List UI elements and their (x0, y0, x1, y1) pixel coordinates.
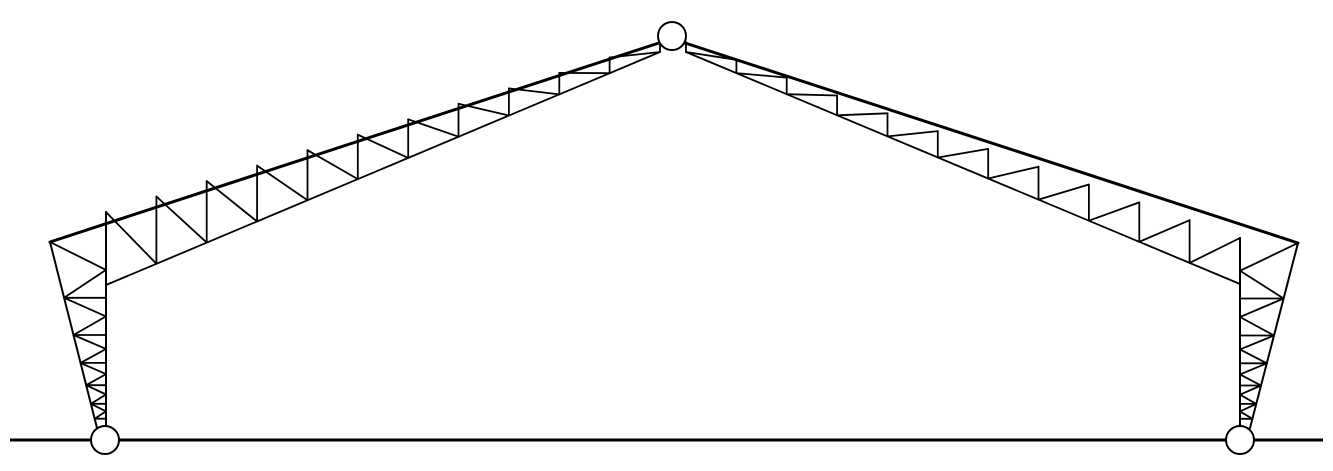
left-rafter-diagonal (306, 149, 359, 181)
right-column-diagonal (1239, 362, 1268, 376)
left-column-diagonal (79, 361, 107, 376)
right-column-diagonal (1239, 242, 1299, 272)
right-column-diagonal (1239, 384, 1262, 396)
left-column-diagonal (85, 384, 107, 396)
truss-members (48, 38, 1300, 429)
crown-hinge (657, 21, 687, 51)
right-rafter-diagonal (836, 112, 889, 117)
left-rafter-diagonal (608, 51, 661, 59)
right-column-diagonal (1239, 316, 1275, 337)
left-column-diagonal (85, 373, 107, 387)
left-rafter-diagonal (256, 164, 309, 202)
right-column-diagonal (1239, 269, 1285, 300)
left-rafter-diagonal (507, 87, 561, 96)
left-column-diagonal (90, 402, 107, 413)
right-rafter-diagonal (685, 51, 738, 61)
right-rafter-diagonal (1138, 219, 1191, 243)
right-column-diagonal (1239, 402, 1258, 413)
right-rafter-top-chord (674, 38, 1300, 245)
right-rafter-diagonal (735, 72, 788, 79)
right-rafter-diagonal (1088, 201, 1141, 222)
right-column-diagonal (1239, 373, 1262, 387)
right-rafter-diagonal (987, 165, 1040, 180)
left-rafter-diagonal (105, 211, 158, 265)
left-column-diagonal (63, 296, 107, 318)
right-column-diagonal (1239, 410, 1254, 420)
left-rafter-diagonal (457, 102, 510, 117)
left-column-diagonal (63, 268, 107, 299)
left-rafter-bottom-chord (105, 51, 661, 286)
right-rafter-diagonal (936, 147, 990, 159)
left-column-diagonal (72, 315, 107, 336)
left-support-hinge (90, 425, 120, 455)
right-rafter-diagonal (785, 93, 838, 97)
right-column-diagonal (1239, 348, 1268, 365)
right-column-diagonal (1239, 334, 1275, 351)
left-rafter-top-chord (48, 38, 670, 244)
right-rafter-diagonal (1037, 183, 1090, 201)
left-column-diagonal (49, 241, 107, 271)
left-rafter-diagonal (155, 195, 208, 244)
left-column-diagonal (79, 347, 107, 364)
left-column-diagonal (72, 334, 107, 350)
right-column-diagonal (1239, 297, 1285, 318)
right-rafter-bottom-chord (685, 51, 1241, 285)
left-column-diagonal (93, 410, 107, 420)
left-rafter-diagonal (407, 118, 460, 138)
right-column-diagonal (1239, 393, 1258, 405)
right-rafter-diagonal (886, 130, 939, 138)
left-rafter-diagonal (356, 133, 410, 159)
left-rafter-diagonal (205, 180, 259, 223)
right-rafter-diagonal (1188, 237, 1241, 264)
right-support-hinge (1225, 425, 1255, 455)
left-column-diagonal (90, 393, 107, 405)
